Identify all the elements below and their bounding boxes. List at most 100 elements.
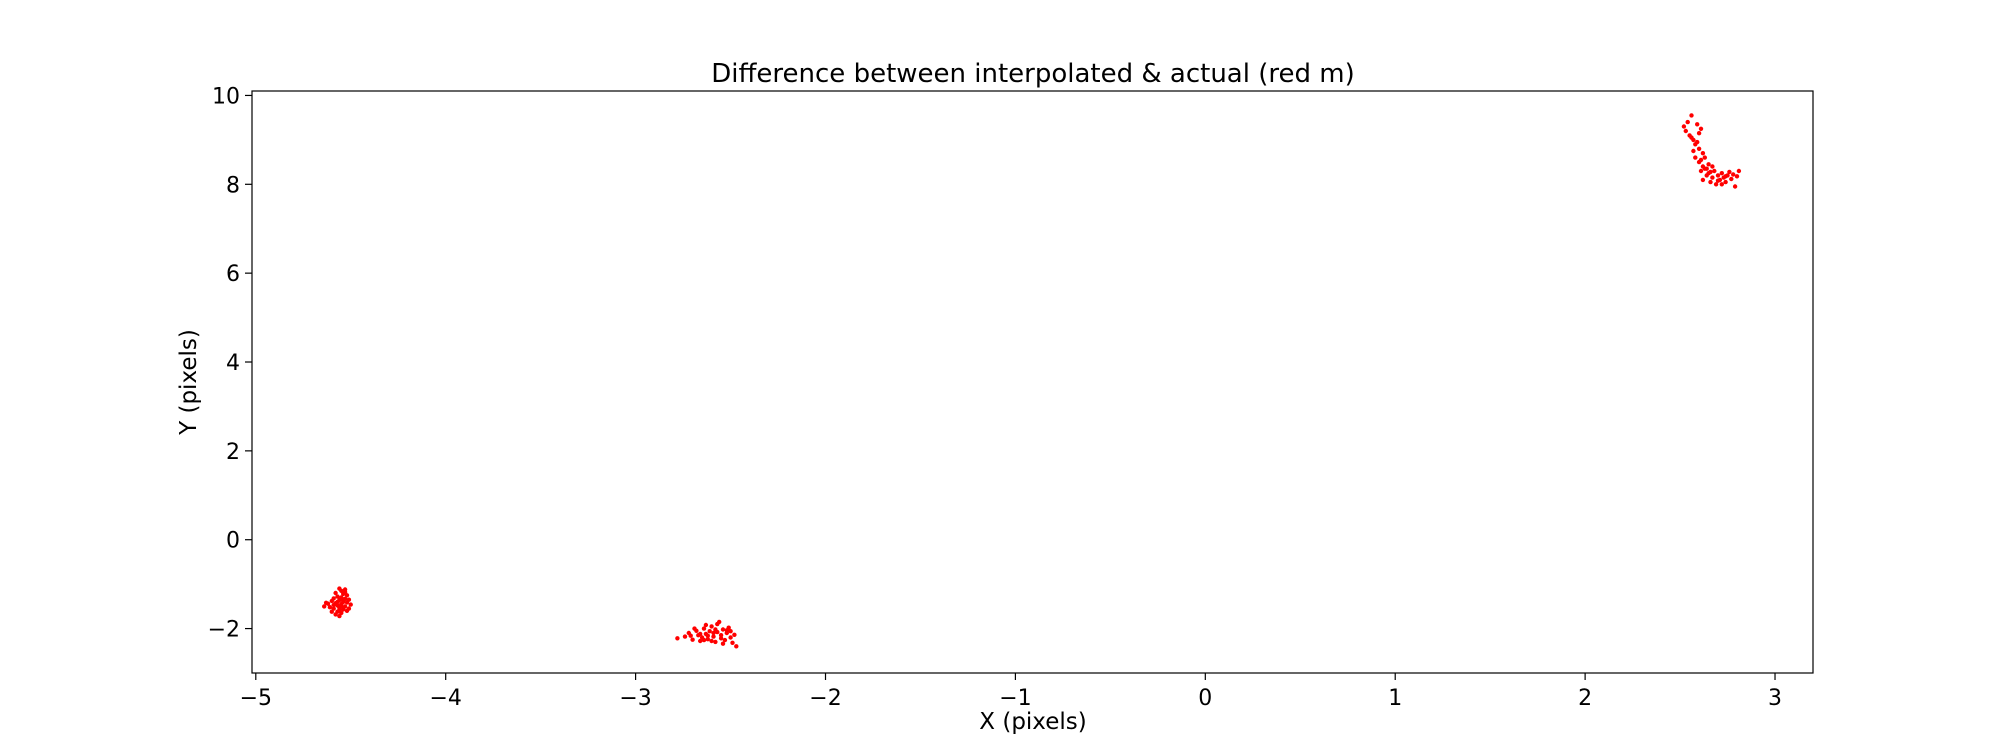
- data-point-0-46: [698, 638, 703, 644]
- x-tick-label: 2: [1578, 686, 1592, 711]
- data-point-0-101: [1712, 168, 1717, 174]
- data-point-0-12: [329, 598, 334, 604]
- data-point-0-100: [1710, 175, 1715, 180]
- data-point-0-80: [1681, 124, 1687, 129]
- data-point-0-89: [1698, 126, 1704, 131]
- data-point-0-52: [709, 624, 714, 629]
- data-point-0-120: [1689, 135, 1694, 140]
- data-point-0-125: [1723, 174, 1728, 179]
- data-point-0-110: [1729, 176, 1734, 182]
- x-tick-label: −4: [429, 686, 461, 711]
- y-axis-label: Y (pixels): [176, 329, 202, 436]
- data-point-0-14: [344, 600, 350, 605]
- data-point-0-70: [698, 631, 703, 637]
- y-tick-label: −2: [208, 618, 240, 643]
- data-point-0-111: [1731, 172, 1736, 177]
- data-point-0-36: [339, 604, 344, 609]
- data-point-0-41: [682, 634, 688, 639]
- data-point-0-37: [331, 602, 336, 608]
- data-point-0-50: [705, 637, 710, 642]
- x-tick-label: 0: [1198, 686, 1212, 711]
- data-point-0-113: [1734, 174, 1740, 179]
- x-tick-label: −5: [240, 686, 272, 711]
- data-point-0-39: [337, 607, 342, 613]
- data-point-0-65: [734, 644, 739, 649]
- data-point-0-3: [333, 590, 338, 596]
- data-point-0-76: [728, 629, 733, 634]
- y-tick-label: 8: [226, 173, 240, 198]
- data-point-0-69: [720, 641, 726, 646]
- y-tick-label: 4: [226, 351, 240, 376]
- data-point-0-64: [732, 632, 737, 637]
- x-tick-label: −1: [999, 686, 1031, 711]
- data-point-0-72: [715, 621, 720, 627]
- data-point-0-94: [1698, 168, 1704, 174]
- data-point-0-77: [701, 637, 707, 643]
- data-point-0-122: [1704, 166, 1709, 171]
- data-point-0-28: [333, 612, 338, 617]
- data-point-0-90: [1700, 151, 1706, 156]
- data-point-0-63: [730, 640, 735, 645]
- data-point-0-112: [1732, 184, 1738, 189]
- y-tick-label: 6: [226, 262, 240, 287]
- data-point-0-74: [705, 633, 710, 638]
- data-point-0-30: [322, 604, 327, 609]
- data-point-0-81: [1685, 119, 1690, 125]
- data-point-0-87: [1695, 122, 1700, 127]
- x-tick-label: −3: [619, 686, 651, 711]
- x-tick-label: −2: [809, 686, 841, 711]
- data-point-0-88: [1696, 146, 1702, 151]
- data-point-0-57: [718, 633, 724, 638]
- x-tick-label: 3: [1768, 686, 1782, 711]
- y-tick-label: 2: [226, 440, 240, 465]
- data-point-0-73: [724, 628, 729, 633]
- data-point-0-29: [337, 613, 342, 619]
- y-tick-label: 10: [212, 84, 240, 109]
- data-point-0-67: [703, 622, 709, 628]
- data-point-0-68: [713, 627, 718, 632]
- y-tick-label: 0: [226, 529, 240, 554]
- data-point-0-119: [1702, 155, 1708, 160]
- data-point-0-118: [1706, 162, 1711, 167]
- data-point-0-51: [707, 629, 712, 634]
- data-point-0-35: [335, 599, 340, 605]
- data-point-0-21: [327, 605, 333, 610]
- data-point-0-54: [713, 639, 718, 645]
- data-point-0-66: [692, 626, 697, 631]
- data-point-0-31: [323, 600, 329, 605]
- data-point-0-83: [1683, 128, 1689, 134]
- data-point-0-48: [701, 626, 707, 631]
- data-point-0-123: [1708, 169, 1713, 175]
- data-point-0-38: [341, 597, 346, 602]
- data-point-0-6: [335, 594, 340, 599]
- data-point-0-82: [1689, 113, 1694, 118]
- data-point-0-103: [1715, 173, 1721, 178]
- data-point-0-59: [722, 637, 728, 643]
- chart-title: Difference between interpolated & actual…: [711, 59, 1354, 89]
- data-point-0-34: [342, 589, 348, 595]
- data-point-0-33: [329, 609, 334, 614]
- data-point-0-43: [690, 637, 695, 642]
- data-point-0-102: [1713, 182, 1719, 187]
- data-point-0-115: [1695, 139, 1700, 145]
- data-point-0-116: [1698, 157, 1704, 163]
- data-point-0-53: [711, 634, 716, 639]
- data-point-0-107: [1723, 179, 1728, 185]
- x-tick-label: 1: [1388, 686, 1402, 711]
- data-point-0-109: [1727, 169, 1732, 175]
- data-point-0-97: [1700, 177, 1706, 183]
- data-point-0-91: [1693, 155, 1698, 160]
- data-point-0-75: [718, 636, 724, 641]
- data-point-0-99: [1708, 179, 1713, 185]
- data-point-0-78: [711, 630, 716, 636]
- data-point-0-117: [1691, 148, 1696, 154]
- data-point-0-126: [1710, 164, 1715, 169]
- data-point-0-40: [675, 636, 680, 641]
- plot-area-frame: [251, 90, 1814, 674]
- data-point-0-18: [348, 602, 353, 607]
- data-point-0-121: [1696, 131, 1702, 136]
- data-point-0-58: [720, 627, 726, 632]
- y-axis-ticks: −2 0 2 4 6 8 10: [208, 84, 252, 643]
- data-point-0-127: [1719, 182, 1725, 187]
